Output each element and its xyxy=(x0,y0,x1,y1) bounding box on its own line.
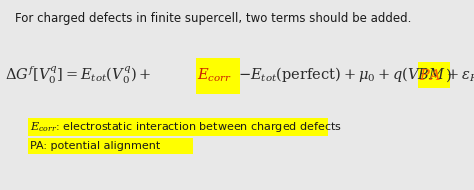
Text: $\Delta G^{f}[V_0^q]=E_{tot}(V_0^q)+$: $\Delta G^{f}[V_0^q]=E_{tot}(V_0^q)+$ xyxy=(5,64,151,86)
Text: PA: potential alignment: PA: potential alignment xyxy=(30,141,160,151)
Text: $E_{corr}$: $E_{corr}$ xyxy=(197,66,232,84)
Bar xyxy=(418,62,450,88)
Text: $)$: $)$ xyxy=(445,66,452,84)
Bar xyxy=(196,58,240,94)
Text: $PA$: $PA$ xyxy=(419,67,441,82)
Text: $E_{corr}$: electrostatic interaction between charged defects: $E_{corr}$: electrostatic interaction be… xyxy=(30,120,342,134)
Bar xyxy=(28,118,328,136)
Bar xyxy=(28,138,193,154)
Text: For charged defects in finite supercell, two terms should be added.: For charged defects in finite supercell,… xyxy=(15,12,411,25)
Text: $-E_{tot}(\mathrm{perfect})+\mu_0+q(VBM+\varepsilon_F+$: $-E_{tot}(\mathrm{perfect})+\mu_0+q(VBM+… xyxy=(238,66,474,85)
